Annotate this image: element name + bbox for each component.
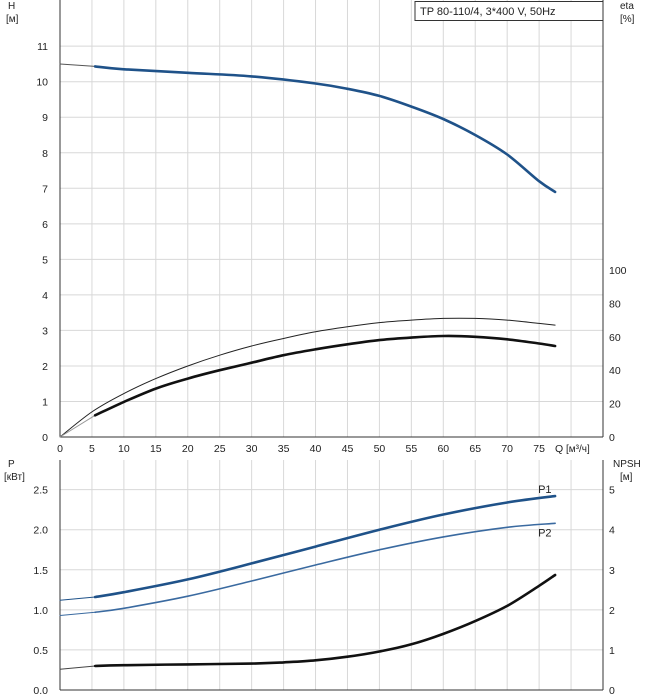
series-line-p2 (94, 522, 556, 614)
flow-tick-label: 0 (57, 443, 63, 455)
power-tick-label: 1.5 (33, 565, 48, 577)
eta-tick-label: 100 (609, 265, 627, 277)
head-tick-label: 10 (36, 77, 48, 89)
power-tick-label: 2.5 (33, 485, 48, 497)
head-tick-label: 2 (42, 361, 48, 373)
flow-tick-label: 35 (278, 443, 290, 455)
npsh-tick-label: 2 (609, 605, 615, 617)
power-panel-grid (59, 460, 604, 691)
head-axis-unit: [м] (6, 14, 19, 25)
npsh-tick-label: 1 (609, 645, 615, 657)
power-tick-label: 2.0 (33, 525, 48, 537)
head-axis-name: H (8, 1, 15, 12)
flow-tick-label: 20 (182, 443, 194, 455)
head-panel-grid (59, 0, 604, 438)
eta-tick-label: 80 (609, 298, 621, 310)
series-label-p1: P1 (538, 484, 551, 496)
flow-tick-label: 50 (374, 443, 386, 455)
series-line (93, 65, 557, 194)
head-tick-label: 7 (42, 183, 48, 195)
head-tick-label: 3 (42, 325, 48, 337)
flow-tick-label: 60 (437, 443, 449, 455)
flow-axis-name: Q (555, 443, 563, 455)
flow-tick-label: 25 (214, 443, 226, 455)
power-axis-unit: [кВт] (4, 472, 25, 483)
series-line (59, 611, 96, 616)
series-line (93, 334, 557, 417)
eta-tick-label: 0 (609, 432, 615, 444)
npsh-axis-name: NPSH (613, 459, 641, 470)
pump-model-box (414, 1, 604, 21)
power-panel-curves (59, 494, 557, 670)
eta-tick-label: 20 (609, 399, 621, 411)
flow-axis-unit: [м³/ч] (566, 444, 590, 455)
flow-tick-label: 45 (342, 443, 354, 455)
eta-axis-name: eta (620, 1, 634, 12)
flow-tick-label: 30 (246, 443, 258, 455)
head-panel-curves (59, 63, 557, 438)
series-line (59, 665, 96, 670)
flow-tick-label: 70 (501, 443, 513, 455)
series-line (59, 414, 96, 438)
npsh-tick-label: 4 (609, 525, 615, 537)
flow-tick-label: 15 (150, 443, 162, 455)
head-tick-label: 9 (42, 112, 48, 124)
power-axis-name: P (8, 459, 15, 470)
npsh-tick-label: 3 (609, 565, 615, 577)
head-tick-label: 6 (42, 219, 48, 231)
head-tick-label: 1 (42, 396, 48, 408)
power-tick-label: 0.0 (33, 685, 48, 697)
power-tick-label: 0.5 (33, 645, 48, 657)
eta-axis-unit: [%] (620, 14, 635, 25)
head-tick-label: 4 (42, 290, 48, 302)
flow-tick-label: 75 (533, 443, 545, 455)
head-tick-label: 0 (42, 432, 48, 444)
head-tick-label: 5 (42, 254, 48, 266)
npsh-tick-label: 0 (609, 685, 615, 697)
npsh-tick-label: 5 (609, 485, 615, 497)
npsh-axis-unit: [м] (620, 472, 633, 483)
series-line (93, 573, 557, 668)
power-tick-label: 1.0 (33, 605, 48, 617)
eta-tick-label: 40 (609, 365, 621, 377)
pump-model-label: TP 80-110/4, 3*400 V, 50Hz (420, 6, 556, 18)
head-tick-label: 8 (42, 148, 48, 160)
series-line (59, 317, 556, 438)
flow-tick-label: 40 (310, 443, 322, 455)
flow-tick-label: 55 (406, 443, 418, 455)
flow-tick-label: 65 (469, 443, 481, 455)
series-label-p2: P2 (538, 527, 551, 539)
series-line (59, 63, 96, 67)
flow-tick-label: 10 (118, 443, 130, 455)
series-line-p1 (93, 494, 557, 599)
head-tick-label: 11 (37, 41, 48, 53)
eta-tick-label: 60 (609, 332, 621, 344)
flow-tick-label: 5 (89, 443, 95, 455)
series-line (59, 596, 96, 601)
